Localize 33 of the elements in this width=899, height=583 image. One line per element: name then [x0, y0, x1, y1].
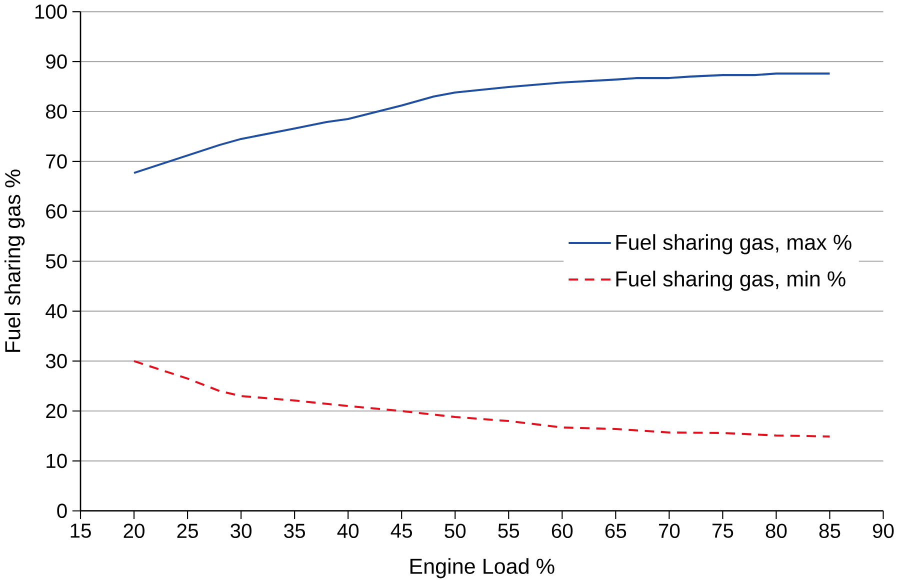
y-tick-label: 30 [46, 354, 67, 368]
y-tick-label: 80 [46, 104, 67, 119]
x-tick-label: 80 [766, 524, 787, 538]
y-tick-label: 10 [46, 454, 67, 468]
y-tick-label: 100 [35, 4, 67, 19]
x-tick-label: 65 [605, 524, 626, 538]
y-tick-label: 0 [57, 504, 67, 518]
y-tick-label: 70 [46, 154, 67, 169]
line-series [133, 360, 831, 438]
y-tick-label: 40 [46, 304, 67, 318]
x-tick-label: 55 [498, 524, 520, 538]
x-tick-label: 90 [872, 524, 894, 538]
line-series [133, 72, 831, 174]
x-tick-label: 70 [658, 524, 680, 538]
x-tick-label: 85 [819, 524, 840, 538]
x-tick-label: 20 [124, 524, 144, 538]
x-tick-label: 35 [284, 524, 305, 538]
x-tick-label: 45 [390, 524, 412, 538]
x-tick-label: 30 [230, 524, 252, 538]
y-axis-title: Fuel sharing gas % [4, 170, 25, 352]
x-tick-label: 40 [337, 524, 359, 538]
y-tick-label: 90 [46, 54, 67, 69]
legend-label: Fuel sharing gas, max % [616, 234, 852, 254]
y-tick-label: 20 [46, 404, 67, 418]
x-axis-title: Engine Load % [410, 558, 554, 578]
y-tick-label: 50 [46, 254, 67, 269]
x-tick-label: 75 [712, 524, 734, 538]
x-tick-label: 15 [70, 524, 91, 538]
y-tick-label: 60 [46, 204, 67, 219]
x-tick-label: 60 [552, 524, 573, 538]
x-tick-label: 25 [177, 524, 198, 538]
x-tick-label: 50 [444, 524, 466, 538]
legend-label: Fuel sharing gas, min % [616, 270, 846, 291]
